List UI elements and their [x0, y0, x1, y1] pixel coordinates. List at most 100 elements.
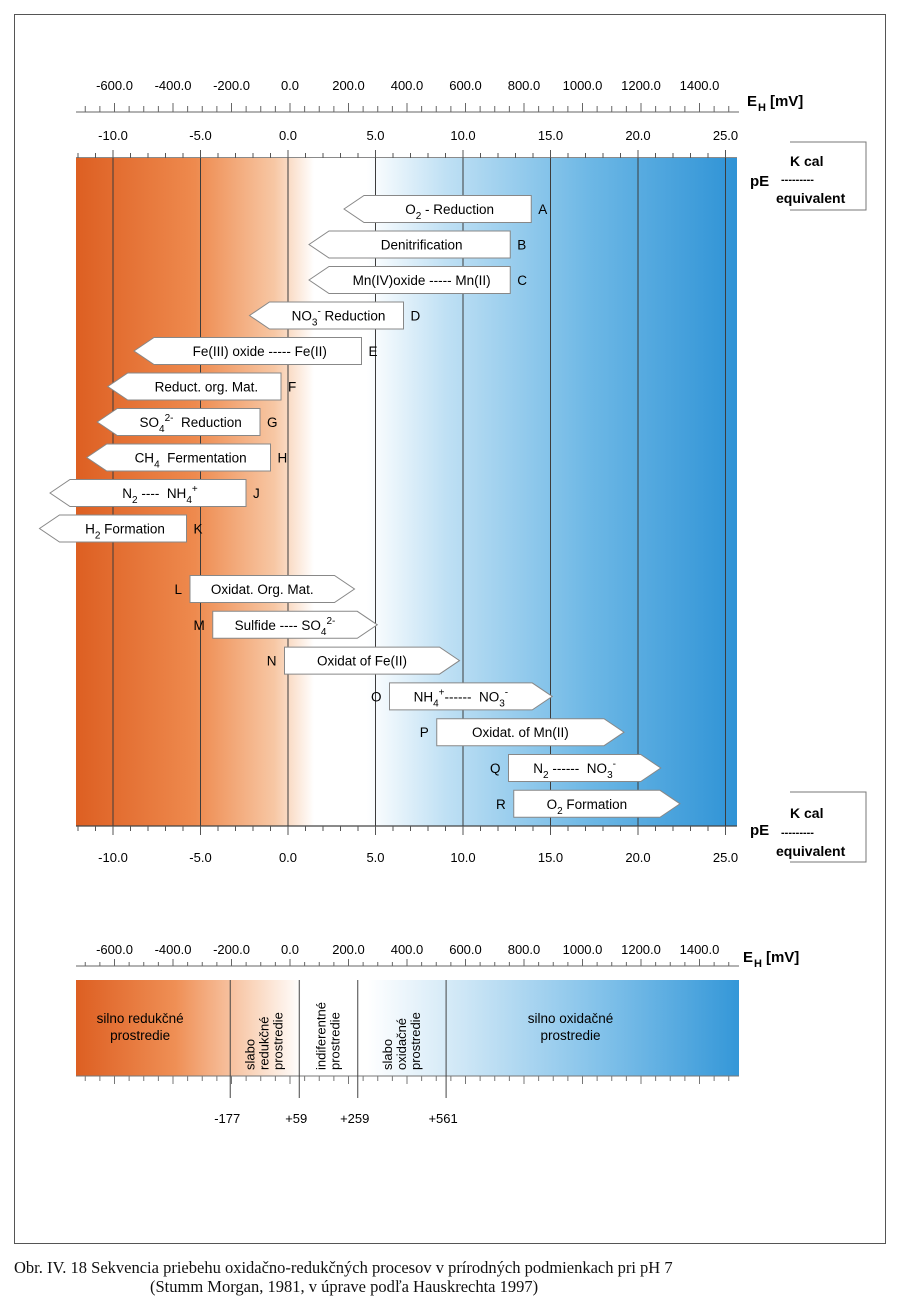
oxidation-arrow-m: Sulfide ---- SO42- M	[194, 610, 379, 639]
reduction-process-arrows: O2 - Reduction A Denitrification B Mn(IV)oxi…	[38, 195, 547, 543]
reduction-arrow-label: O2 - Reduction	[405, 202, 494, 222]
oxidation-arrow-label: Oxidat. of Mn(II)	[472, 725, 569, 740]
oxidation-arrow-letter: N	[267, 654, 277, 669]
zone-label-line: silno redukčné	[97, 1011, 184, 1026]
zone-boundary-label: -177	[214, 1111, 240, 1126]
reduction-arrow-label: H2 Formation	[85, 522, 165, 542]
oxidation-arrow-label: Oxidat. Org. Mat.	[211, 582, 314, 597]
zone-label-line: prostredie	[328, 1012, 343, 1070]
top-eh-label: EH [mV]	[747, 93, 803, 114]
oxidation-arrow-letter: R	[496, 797, 506, 812]
top-eh-tick-label: 1200.0	[621, 78, 661, 93]
reduction-arrow-label: Mn(IV)oxide ----- Mn(II)	[353, 273, 491, 288]
caption-line-2: (Stumm Morgan, 1981, v úprave podľa Haus…	[150, 1277, 539, 1296]
top-pe-tick-label: 20.0	[625, 128, 650, 143]
reduction-arrow-letter: D	[411, 309, 421, 324]
reduction-arrow-c: Mn(IV)oxide ----- Mn(II) C	[308, 266, 527, 294]
environment-eh-tick-label: 1400.0	[680, 942, 720, 957]
bottom-pe-tick-label: -5.0	[189, 850, 211, 865]
reduction-arrow-j: N2 ---- NH4+ J	[49, 479, 260, 507]
environment-eh-tick-label: 800.0	[508, 942, 541, 957]
oxidation-arrow-letter: L	[174, 582, 182, 597]
reduction-arrow-g: SO42- Reduction G	[96, 408, 278, 436]
bottom-pe-tick-label: -10.0	[98, 850, 128, 865]
svg-text:---------: ---------	[781, 827, 814, 839]
environment-eh-tick-label: -400.0	[155, 942, 192, 957]
zone-label-line: slabo	[243, 1039, 258, 1070]
zone-boundary-label: +259	[340, 1111, 369, 1126]
zone-boundary-label: +561	[428, 1111, 457, 1126]
svg-text:K cal: K cal	[790, 153, 823, 169]
bottom-pe-unit-label: pE K cal --------- equivalent	[750, 791, 867, 863]
top-pe-tick-label: -10.0	[98, 128, 128, 143]
oxidation-arrow-label: Sulfide ---- SO42-	[235, 616, 336, 638]
oxidation-arrow-q: N2 ------ NO3- Q	[490, 754, 662, 782]
environment-eh-tick-label: 1000.0	[563, 942, 603, 957]
reduction-arrow-label: NO3- Reduction	[292, 307, 386, 329]
environment-zone-5: silno oxidačné prostredie	[528, 1011, 614, 1043]
environment-eh-tick-label: -600.0	[96, 942, 133, 957]
svg-text:pE: pE	[750, 173, 769, 190]
environment-zone-2: slabo redukčné prostredie	[243, 1012, 286, 1070]
top-eh-tick-label: 1000.0	[563, 78, 603, 93]
bottom-pe-tick-label: 25.0	[713, 850, 738, 865]
zone-label-line: oxidačné	[394, 1018, 409, 1070]
top-eh-tick-label: 800.0	[508, 78, 541, 93]
oxidation-arrow-r: O2 Formation R	[496, 789, 681, 818]
bottom-pe-tick-label: 10.0	[450, 850, 475, 865]
zone-label-line: prostredie	[110, 1028, 170, 1043]
oxidation-arrow-label: O2 Formation	[547, 797, 628, 817]
oxidation-process-arrows: Oxidat. Org. Mat. L Sulfide ---- SO42- M Oxi…	[174, 575, 681, 818]
top-pe-axis: -10.0 -5.0 0.0 5.0 10.0 15.0 20.0 25.0	[76, 128, 738, 159]
environment-eh-label: EH [mV]	[743, 949, 799, 970]
environment-eh-tick-label: 600.0	[449, 942, 482, 957]
environment-eh-axis: -600.0 -400.0 -200.0 0.0 200.0 400.0 600.0 800.…	[76, 942, 739, 967]
environment-eh-tick-label: -200.0	[213, 942, 250, 957]
figure-frame	[14, 14, 886, 1244]
oxidation-arrow-label: N2 ------ NO3-	[533, 759, 616, 781]
top-pe-tick-label: 15.0	[538, 128, 563, 143]
top-eh-tick-label: -600.0	[96, 78, 133, 93]
caption-line-1: Obr. IV. 18 Sekvencia priebehu oxidačno-…	[14, 1258, 673, 1277]
top-eh-tick-label: 400.0	[391, 78, 424, 93]
reduction-arrow-letter: B	[517, 238, 526, 253]
top-eh-axis: -600.0 -400.0 -200.0 0.0 200.0 400.0 600.0 800.…	[76, 78, 739, 113]
oxidation-arrow-label: Oxidat of Fe(II)	[317, 654, 407, 669]
environment-eh-tick-label: 0.0	[281, 942, 299, 957]
top-eh-tick-label: -400.0	[155, 78, 192, 93]
reduction-arrow-letter: A	[538, 202, 547, 217]
bottom-pe-tick-label: 15.0	[538, 850, 563, 865]
bottom-pe-tick-label: 0.0	[279, 850, 297, 865]
zone-boundary-label: +59	[285, 1111, 307, 1126]
reduction-arrow-label: N2 ---- NH4+	[122, 484, 198, 506]
zone-label-line: prostredie	[408, 1012, 423, 1070]
top-pe-tick-label: -5.0	[189, 128, 211, 143]
top-pe-unit-label: pE K cal --------- equivalent	[750, 141, 867, 211]
oxidation-arrow-label: NH4+------ NO3-	[414, 687, 509, 709]
environment-eh-tick-label: 400.0	[391, 942, 424, 957]
environment-gradient-bar	[76, 980, 739, 1076]
environment-eh-tick-label: 1200.0	[621, 942, 661, 957]
reduction-arrow-letter: H	[278, 451, 288, 466]
reduction-arrow-b: Denitrification B	[308, 230, 526, 259]
zone-label-line: indiferentné	[314, 1002, 329, 1070]
top-pe-tick-label: 25.0	[713, 128, 738, 143]
reduction-arrow-letter: G	[267, 415, 278, 430]
top-eh-tick-label: 200.0	[332, 78, 365, 93]
top-pe-tick-label: 10.0	[450, 128, 475, 143]
top-eh-tick-label: -200.0	[213, 78, 250, 93]
top-eh-tick-label: 600.0	[449, 78, 482, 93]
zone-label-line: silno oxidačné	[528, 1011, 614, 1026]
top-eh-tick-label: 0.0	[281, 78, 299, 93]
oxidation-arrow-letter: P	[420, 725, 429, 740]
svg-text:K cal: K cal	[790, 805, 823, 821]
oxidation-arrow-o: NH4+------ NO3- O	[371, 682, 554, 711]
environment-bottom-ticks	[76, 1075, 739, 1084]
reduction-arrow-k: H2 Formation K	[38, 514, 203, 543]
zone-label-line: slabo	[380, 1039, 395, 1070]
environment-eh-tick-label: 200.0	[332, 942, 365, 957]
bottom-pe-tick-label: 20.0	[625, 850, 650, 865]
reduction-arrow-e: Fe(III) oxide ----- Fe(II) E	[133, 337, 378, 365]
oxidation-arrow-letter: Q	[490, 761, 501, 776]
reduction-arrow-letter: E	[369, 344, 378, 359]
